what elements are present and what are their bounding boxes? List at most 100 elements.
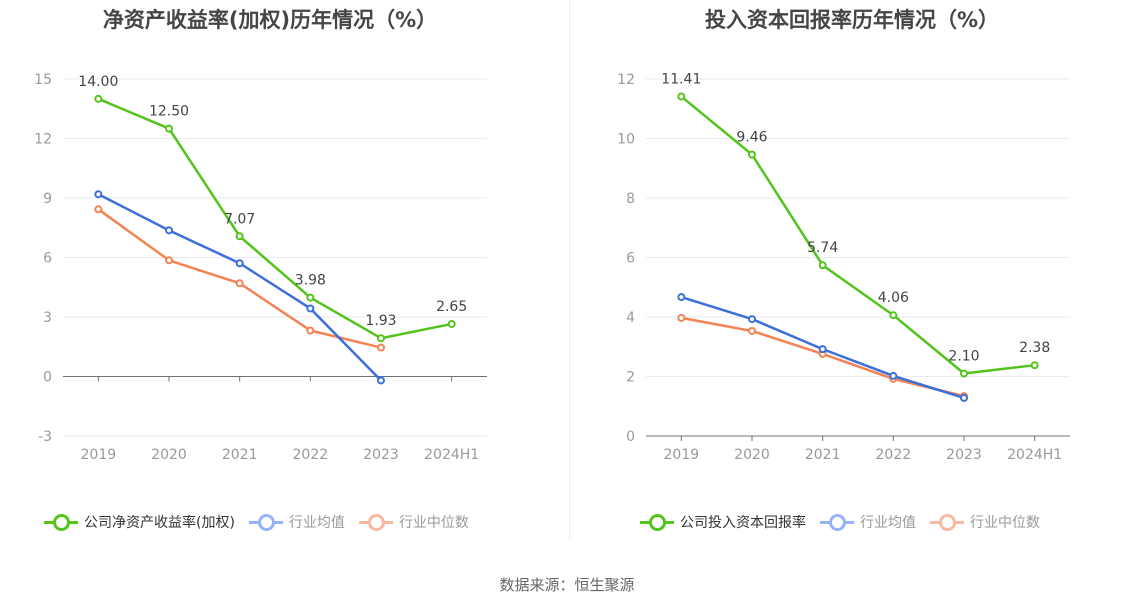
y-tick-label: 0 xyxy=(43,370,52,386)
data-point-avg xyxy=(960,393,968,402)
y-tick-label: 2 xyxy=(626,370,635,386)
legend-label: 公司净资产收益率(加权) xyxy=(84,515,235,531)
y-tick-label: 12 xyxy=(617,72,635,88)
legend-item-industry-median[interactable]: 行业中位数 xyxy=(358,512,469,532)
series-line-avg xyxy=(680,295,965,400)
series-line-company xyxy=(680,95,1035,375)
x-tick-label: 2022 xyxy=(876,447,912,463)
data-point-median xyxy=(748,326,756,335)
chart-title-roe: 净资产收益率(加权)历年情况（%） xyxy=(102,8,438,32)
legend-label: 行业中位数 xyxy=(970,515,1040,531)
roe-line-chart: 15 12 9 6 3 0 -3 2019 2020 2021 2022 2023 2024H1 14.0… xyxy=(34,72,487,463)
data-label: 7.07 xyxy=(224,211,255,227)
x-tick-label: 2021 xyxy=(222,447,258,463)
y-tick-label: 12 xyxy=(34,132,52,148)
legend-item-company-roic[interactable]: 公司投入资本回报率 xyxy=(640,512,806,532)
y-tick-label: 6 xyxy=(43,251,52,267)
data-label: 11.41 xyxy=(661,72,701,88)
y-tick-label: 4 xyxy=(626,310,635,326)
x-tick-label: 2019 xyxy=(664,447,700,463)
data-point-avg xyxy=(677,293,686,302)
data-point-company xyxy=(818,261,827,270)
legend-label: 行业均值 xyxy=(860,515,916,531)
legend-item-industry-median[interactable]: 行业中位数 xyxy=(930,512,1040,532)
chart-title-roic: 投入资本回报率历年情况（%） xyxy=(704,8,1000,32)
y-tick-label: 3 xyxy=(43,310,52,326)
y-tick-label: 8 xyxy=(626,191,635,207)
data-point-median xyxy=(94,205,103,214)
chart-divider xyxy=(569,0,570,540)
legend-roe: 公司净资产收益率(加权) 行业均值 行业中位数 xyxy=(44,511,483,533)
data-label: 1.93 xyxy=(365,313,396,329)
y-tick-label: -3 xyxy=(38,429,52,445)
y-tick-label: 15 xyxy=(34,72,52,88)
data-point-company xyxy=(748,150,756,159)
series-line-median xyxy=(97,208,382,349)
y-tick-label: 6 xyxy=(626,251,635,267)
x-tick-label: 2023 xyxy=(363,447,399,463)
legend-line-circle-icon xyxy=(820,512,854,532)
series-line-median xyxy=(681,316,965,398)
data-point-company xyxy=(1030,361,1039,370)
data-point-median xyxy=(165,256,173,265)
y-tick-label: 0 xyxy=(626,429,635,445)
data-point-median xyxy=(818,349,827,358)
y-tick-label: 9 xyxy=(43,191,52,207)
legend-item-company-roe[interactable]: 公司净资产收益率(加权) xyxy=(44,512,235,532)
data-point-company xyxy=(677,92,686,101)
data-point-median xyxy=(889,374,898,383)
data-point-company xyxy=(306,293,315,302)
legend-line-circle-icon xyxy=(358,512,393,532)
x-tick-label: 2019 xyxy=(81,447,117,463)
data-label: 2.38 xyxy=(1019,340,1050,356)
data-label: 2.10 xyxy=(948,349,979,365)
data-point-avg xyxy=(748,315,756,324)
data-point-company xyxy=(235,232,244,241)
x-tick-label: 2024H1 xyxy=(1007,447,1062,463)
y-tick-label: 10 xyxy=(617,132,635,148)
x-tick-label: 2021 xyxy=(805,447,841,463)
data-point-median xyxy=(235,279,244,288)
data-label: 14.00 xyxy=(78,74,118,90)
data-point-avg xyxy=(306,304,315,313)
data-point-company xyxy=(377,334,385,343)
legend-line-circle-icon xyxy=(640,512,674,532)
data-label: 3.98 xyxy=(295,273,326,289)
legend-label: 公司投入资本回报率 xyxy=(680,515,806,531)
legend-line-circle-icon xyxy=(930,512,964,532)
data-point-median xyxy=(677,313,686,322)
data-point-company xyxy=(960,369,968,378)
legend-roic: 公司投入资本回报率 行业均值 行业中位数 xyxy=(640,511,1054,533)
data-point-company xyxy=(889,311,898,320)
data-point-median xyxy=(960,392,968,401)
legend-line-circle-icon xyxy=(44,512,78,532)
x-tick-label: 2020 xyxy=(151,447,187,463)
legend-label: 行业中位数 xyxy=(398,515,469,531)
data-point-company xyxy=(447,319,456,328)
data-point-company xyxy=(165,124,173,133)
data-label: 9.46 xyxy=(736,130,767,146)
x-tick-label: 2020 xyxy=(734,447,770,463)
legend-item-industry-avg[interactable]: 行业均值 xyxy=(820,512,916,532)
data-point-avg xyxy=(165,226,173,235)
series-line-company xyxy=(97,97,452,340)
data-label: 4.06 xyxy=(878,290,909,306)
data-point-avg xyxy=(889,371,898,380)
data-point-avg xyxy=(235,259,244,268)
data-point-avg xyxy=(94,190,103,199)
data-label: 2.65 xyxy=(436,299,467,315)
data-point-median xyxy=(306,326,315,335)
legend-label: 行业均值 xyxy=(288,515,345,531)
x-tick-label: 2023 xyxy=(946,447,982,463)
legend-item-industry-avg[interactable]: 行业均值 xyxy=(248,512,345,532)
data-label: 12.50 xyxy=(149,104,189,120)
data-source-footer: 数据来源：恒生聚源 xyxy=(499,576,635,594)
data-point-median xyxy=(377,343,385,352)
data-point-company xyxy=(94,94,103,103)
legend-line-circle-icon xyxy=(248,512,283,532)
data-point-avg xyxy=(818,345,827,354)
x-tick-label: 2024H1 xyxy=(424,447,479,463)
data-label: 5.74 xyxy=(807,240,838,256)
x-tick-label: 2022 xyxy=(293,447,329,463)
data-point-avg xyxy=(377,376,385,385)
